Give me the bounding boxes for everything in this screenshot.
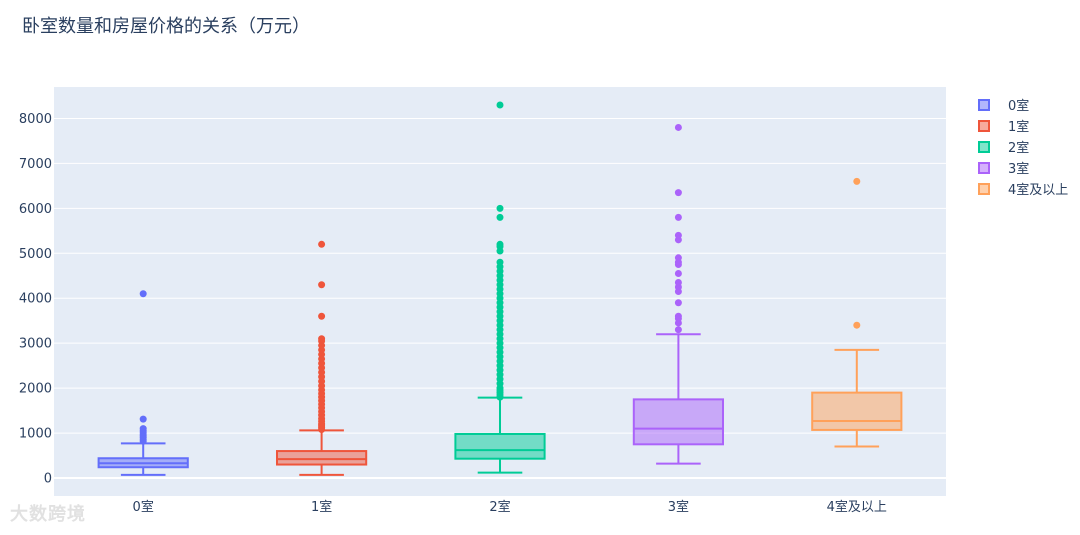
legend-label: 2室 xyxy=(1008,141,1030,156)
x-tick-labels: 0室 1室 2室 3室 4室及以上 xyxy=(133,499,887,515)
legend: 0室 1室 2室 3室 4室及以上 xyxy=(978,94,1068,199)
legend-label: 0室 xyxy=(1008,99,1030,114)
outlier-point xyxy=(496,258,504,266)
outlier-point xyxy=(674,312,682,320)
y-tick-label: 1000 xyxy=(19,427,52,442)
outlier-point xyxy=(674,299,682,307)
legend-item[interactable]: 3室 xyxy=(978,157,1068,178)
outlier-point xyxy=(674,213,682,221)
y-tick-label: 7000 xyxy=(19,157,52,172)
outlier-point xyxy=(853,177,861,185)
x-tick-label: 0室 xyxy=(133,499,154,515)
outlier-point xyxy=(674,123,682,131)
x-tick-label: 1室 xyxy=(311,499,332,515)
legend-label: 4室及以上 xyxy=(1008,183,1069,198)
outlier-point xyxy=(139,425,147,433)
y-tick-labels: 0 1000 2000 3000 4000 5000 6000 7000 8000 xyxy=(19,112,52,487)
outlier-point xyxy=(318,240,326,248)
legend-swatch xyxy=(978,119,990,132)
legend-item[interactable]: 1室 xyxy=(978,115,1068,136)
outlier-point xyxy=(318,335,326,343)
outlier-point xyxy=(674,270,682,278)
x-tick-label: 2室 xyxy=(489,499,510,515)
outlier-point xyxy=(139,290,147,298)
legend-swatch xyxy=(978,182,990,195)
box-trace-0 xyxy=(97,290,189,476)
box-traces xyxy=(97,101,903,476)
box-trace-4 xyxy=(811,177,903,448)
outlier-point xyxy=(674,279,682,287)
legend-label: 3室 xyxy=(1008,162,1030,177)
legend-item[interactable]: 2室 xyxy=(978,136,1068,157)
x-tick-label: 3室 xyxy=(668,499,689,515)
y-tick-label: 6000 xyxy=(19,202,52,217)
outlier-point xyxy=(139,415,147,423)
y-tick-label: 3000 xyxy=(19,337,52,352)
box-trace-1 xyxy=(276,240,368,476)
box-iqr xyxy=(276,450,368,466)
outlier-point xyxy=(674,189,682,197)
y-tick-label: 8000 xyxy=(19,112,52,127)
y-tick-label: 2000 xyxy=(19,382,52,397)
box-trace-3 xyxy=(632,123,724,465)
y-tick-label: 0 xyxy=(44,472,52,487)
outlier-point xyxy=(318,312,326,320)
outlier-point xyxy=(674,326,682,334)
chart-title: 卧室数量和房屋价格的关系（万元） xyxy=(22,16,310,37)
box-iqr xyxy=(454,432,546,460)
legend-swatch xyxy=(978,161,990,174)
box-iqr xyxy=(632,398,724,446)
legend-swatch xyxy=(978,140,990,153)
x-tick-label: 4室及以上 xyxy=(827,499,887,515)
y-tick-label: 5000 xyxy=(19,247,52,262)
outlier-point xyxy=(853,321,861,329)
watermark-logo: 大数跨境 xyxy=(10,504,86,525)
box-trace-2 xyxy=(454,101,546,474)
outlier-point xyxy=(496,213,504,221)
legend-label: 1室 xyxy=(1008,120,1030,135)
outlier-point xyxy=(496,204,504,212)
outlier-point xyxy=(496,101,504,109)
legend-swatch xyxy=(978,98,990,111)
outlier-point xyxy=(496,240,504,248)
outlier-point xyxy=(318,281,326,289)
y-tick-label: 4000 xyxy=(19,292,52,307)
legend-item[interactable]: 4室及以上 xyxy=(978,178,1068,199)
legend-item[interactable]: 0室 xyxy=(978,94,1068,115)
outlier-point xyxy=(674,231,682,239)
box-iqr xyxy=(811,391,903,431)
outlier-point xyxy=(674,254,682,262)
